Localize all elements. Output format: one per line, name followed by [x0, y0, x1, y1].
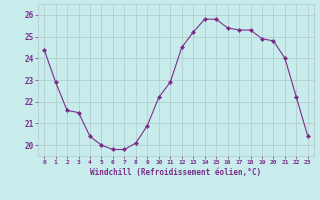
X-axis label: Windchill (Refroidissement éolien,°C): Windchill (Refroidissement éolien,°C): [91, 168, 261, 177]
